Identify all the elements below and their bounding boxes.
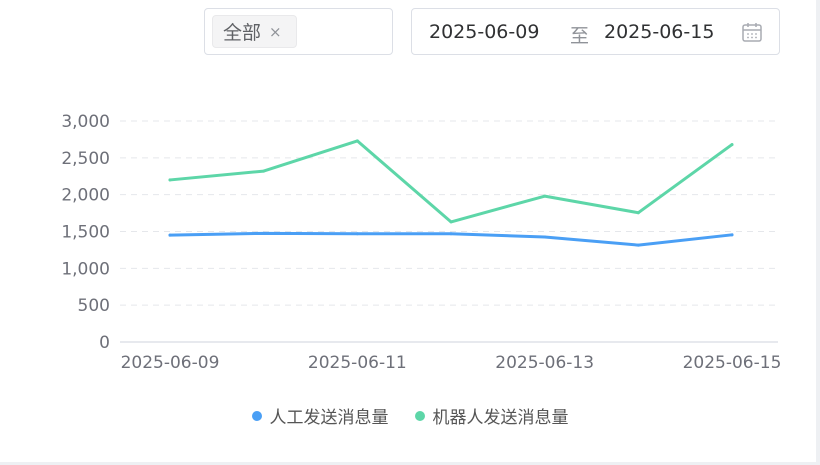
chart-legend: 人工发送消息量 机器人发送消息量 bbox=[0, 403, 820, 428]
legend-label-human: 人工发送消息量 bbox=[269, 408, 389, 428]
data-point bbox=[730, 233, 734, 237]
x-tick-label: 2025-06-09 bbox=[121, 353, 220, 373]
legend-dot-human bbox=[251, 410, 262, 421]
tag-close-icon[interactable]: × bbox=[269, 22, 282, 41]
y-tick-label: 1,000 bbox=[61, 259, 110, 279]
panel-right-border bbox=[816, 0, 820, 465]
data-point bbox=[636, 211, 640, 215]
y-tick-label: 500 bbox=[78, 296, 110, 316]
y-tick-label: 1,500 bbox=[61, 223, 110, 243]
data-point bbox=[355, 232, 359, 236]
x-tick-label: 2025-06-15 bbox=[683, 353, 782, 373]
date-range-separator: 至 bbox=[570, 25, 590, 47]
data-point bbox=[636, 243, 640, 247]
legend-dot-bot bbox=[414, 410, 425, 421]
legend-item-bot[interactable]: 机器人发送消息量 bbox=[414, 403, 569, 428]
panel-bottom-border bbox=[0, 462, 820, 465]
data-point bbox=[449, 232, 453, 236]
legend-item-human[interactable]: 人工发送消息量 bbox=[251, 403, 389, 428]
data-point bbox=[730, 143, 734, 147]
data-point bbox=[168, 233, 172, 237]
data-point bbox=[543, 194, 547, 198]
y-tick-label: 0 bbox=[99, 333, 110, 353]
series-line-1 bbox=[168, 139, 734, 224]
date-start-input[interactable]: 2025-06-09 bbox=[429, 21, 540, 43]
calendar-icon[interactable] bbox=[741, 21, 763, 43]
y-tick-label: 3,000 bbox=[61, 112, 110, 132]
date-end-input[interactable]: 2025-06-15 bbox=[604, 21, 715, 43]
data-point bbox=[168, 178, 172, 182]
legend-label-bot: 机器人发送消息量 bbox=[432, 408, 569, 428]
x-tick-label: 2025-06-13 bbox=[495, 353, 594, 373]
data-point bbox=[262, 169, 266, 173]
data-point bbox=[262, 231, 266, 235]
selected-tag-all: 全部 × bbox=[212, 15, 297, 48]
data-point bbox=[449, 220, 453, 224]
date-range-picker[interactable]: 2025-06-09 至 2025-06-15 bbox=[411, 8, 780, 55]
y-tick-label: 2,500 bbox=[61, 149, 110, 169]
y-tick-label: 2,000 bbox=[61, 186, 110, 206]
data-point bbox=[543, 235, 547, 239]
line-chart: 0 500 1,000 1,500 2,000 2,500 3,000 2025-06-09 2… bbox=[61, 112, 782, 373]
data-point bbox=[355, 139, 359, 143]
x-tick-label: 2025-06-11 bbox=[308, 353, 407, 373]
category-select[interactable]: 全部 × bbox=[204, 8, 393, 55]
tag-label: 全部 bbox=[223, 22, 262, 44]
